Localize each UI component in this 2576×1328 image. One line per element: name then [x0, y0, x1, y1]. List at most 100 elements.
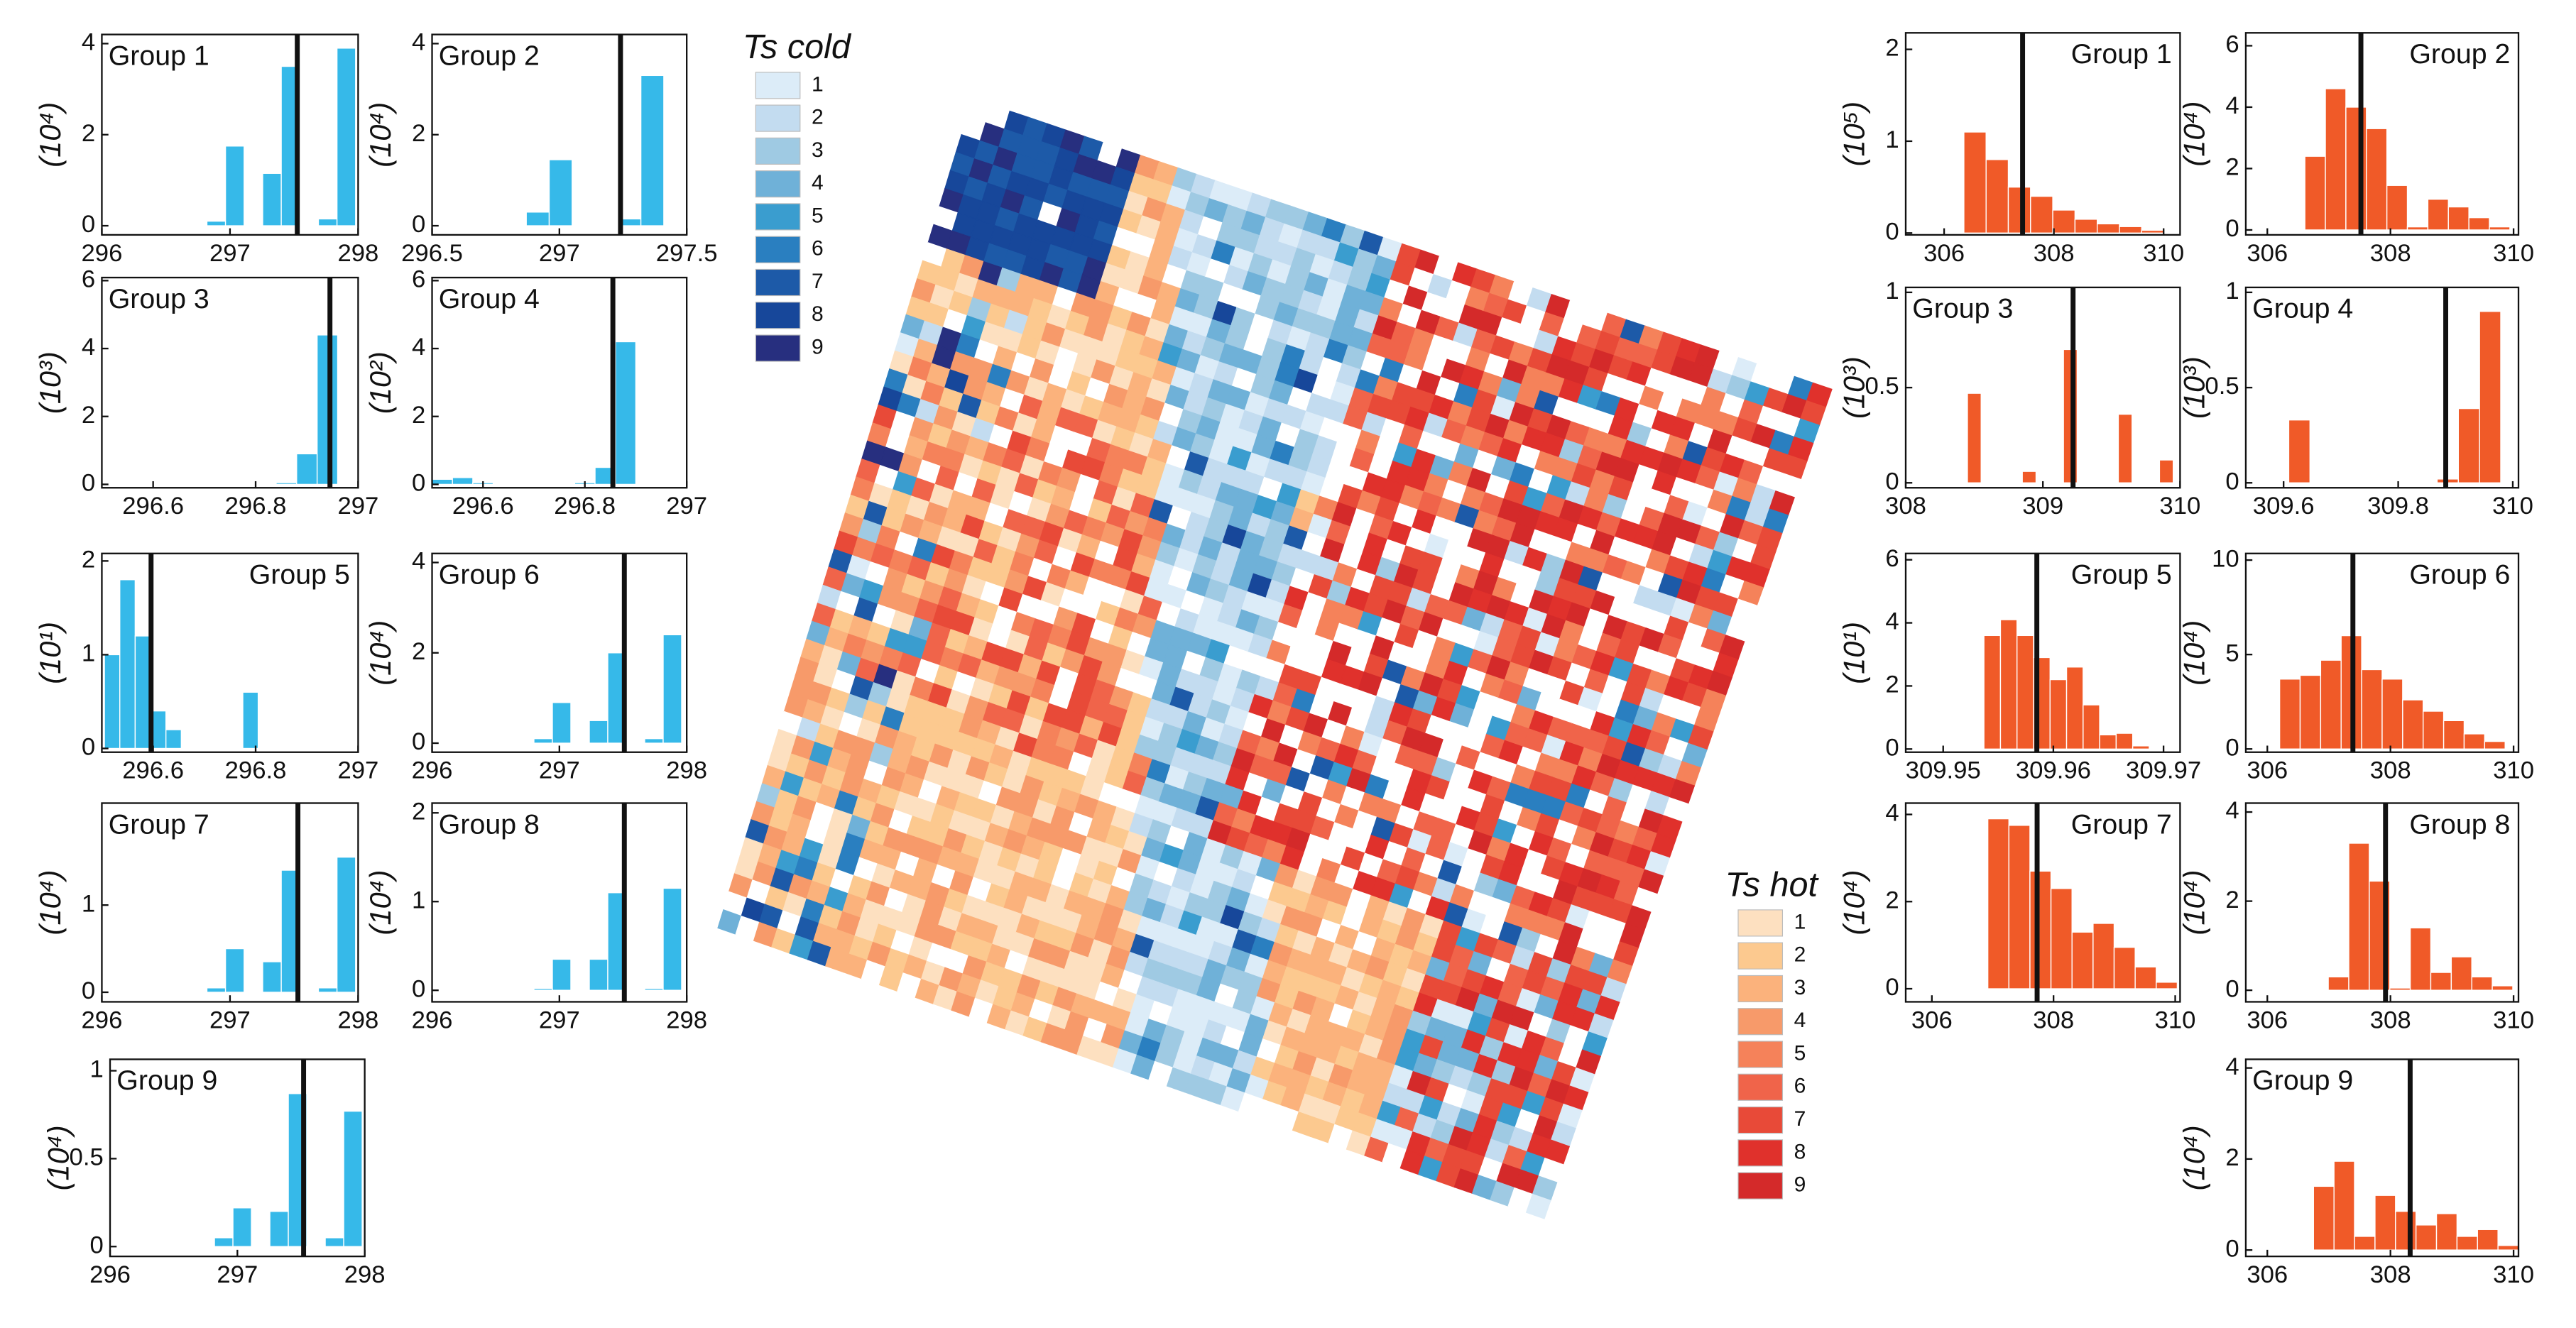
bar	[640, 75, 665, 226]
x-tick-label: 297	[666, 493, 707, 520]
bar	[1983, 635, 2002, 750]
axes-frame	[431, 276, 688, 489]
legend-swatch	[755, 268, 801, 297]
x-tick-label: 306	[2247, 1006, 2288, 1033]
bar	[2443, 720, 2465, 750]
legend-label: 2	[812, 106, 824, 129]
bar	[589, 720, 608, 744]
y-axis-label: (10¹)	[33, 622, 67, 684]
bar	[2333, 1160, 2355, 1251]
y-axis-label: (10⁴)	[42, 1125, 75, 1190]
bar	[1963, 131, 1987, 234]
bar	[2320, 659, 2342, 750]
bar	[2071, 931, 2094, 989]
bar	[224, 948, 245, 993]
bar	[214, 1237, 234, 1247]
bar	[119, 579, 136, 750]
map-pixel	[1525, 1193, 1551, 1219]
x-tick-label: 297	[217, 1261, 258, 1288]
x-tick-label: 296.6	[122, 757, 184, 784]
bar	[2099, 734, 2117, 750]
bar	[232, 1207, 252, 1247]
x-tick-label: 297	[337, 493, 378, 520]
x-tick-label: 306	[2247, 757, 2288, 784]
bar	[343, 1110, 363, 1247]
legend-label: 5	[1794, 1041, 1806, 1065]
x-tick-label: 309	[2022, 493, 2063, 520]
y-tick-label: 4	[2225, 92, 2239, 119]
y-tick-label: 10	[2212, 545, 2239, 572]
bar	[644, 737, 664, 744]
x-tick-label: 296	[412, 1006, 453, 1033]
bar	[2479, 311, 2501, 483]
bar	[2327, 976, 2349, 991]
x-tick-label: 310	[2143, 240, 2184, 267]
bar	[2049, 679, 2068, 750]
bar	[2141, 229, 2165, 234]
x-tick-label: 308	[2034, 240, 2075, 267]
x-tick-label: 309.97	[2126, 757, 2201, 784]
bar	[2471, 976, 2493, 991]
x-tick-label: 297	[539, 1006, 580, 1033]
y-tick-label: 4	[412, 548, 425, 575]
y-tick-label: 0	[1885, 218, 1899, 245]
panel-title: Group 4	[439, 283, 540, 314]
x-tick-label: 309.6	[2253, 493, 2315, 520]
bar	[2381, 679, 2403, 750]
panel-title: Group 7	[2071, 808, 2172, 840]
x-tick-label: 297.5	[656, 240, 718, 267]
bar	[262, 172, 282, 226]
y-tick-label: 4	[2225, 1053, 2239, 1080]
bar	[317, 218, 338, 226]
y-tick-label: 6	[2225, 31, 2239, 58]
plot-area	[1905, 287, 2181, 488]
y-tick-label: 2	[82, 120, 95, 147]
axes-frame	[101, 552, 359, 753]
x-tick-label: 306	[1923, 240, 1965, 267]
bar	[206, 987, 227, 993]
legend-label: 1	[1794, 910, 1806, 933]
y-tick-label: 0	[89, 1231, 103, 1258]
y-tick-label: 6	[412, 266, 425, 293]
bar	[242, 691, 259, 750]
bar	[2117, 413, 2133, 483]
axes-frame	[2244, 1058, 2520, 1258]
legend-label: 9	[812, 335, 824, 358]
y-tick-label: 4	[412, 29, 425, 56]
bar	[104, 654, 121, 750]
x-tick-label: 308	[2370, 1261, 2411, 1288]
bar	[533, 737, 553, 744]
y-axis-label: (10⁴)	[33, 102, 67, 168]
bar	[2096, 223, 2120, 234]
y-axis-label: (10⁴)	[364, 102, 397, 168]
bar	[336, 856, 356, 993]
y-tick-label: 0	[1885, 468, 1899, 495]
y-tick-label: 2	[412, 638, 425, 665]
legend-swatch	[755, 170, 801, 198]
axes-frame	[101, 276, 359, 489]
x-tick-label: 296.6	[452, 493, 514, 520]
panel-title: Group 4	[2252, 293, 2353, 324]
bar	[2374, 1195, 2396, 1251]
y-tick-label: 2	[2225, 154, 2239, 181]
legend-label: 5	[812, 204, 824, 227]
x-tick-label: 296.5	[401, 240, 463, 267]
y-tick-label: 0	[1885, 734, 1899, 761]
y-tick-label: 0.5	[2205, 373, 2239, 400]
panel-title: Group 1	[2071, 38, 2172, 70]
bar	[2492, 985, 2514, 991]
x-tick-label: 297	[539, 240, 580, 267]
axes-frame	[1904, 802, 2181, 1003]
bar	[2386, 185, 2408, 231]
bar	[525, 212, 550, 226]
y-tick-label: 0	[412, 211, 425, 238]
bar	[452, 477, 474, 485]
legend-label: 4	[812, 171, 824, 194]
bar	[2050, 888, 2073, 989]
bar	[2304, 155, 2326, 231]
y-tick-label: 0.5	[1865, 373, 1899, 400]
y-axis-label: (10⁴)	[2178, 869, 2211, 935]
x-tick-label: 296.8	[225, 493, 287, 520]
bar	[316, 334, 339, 485]
